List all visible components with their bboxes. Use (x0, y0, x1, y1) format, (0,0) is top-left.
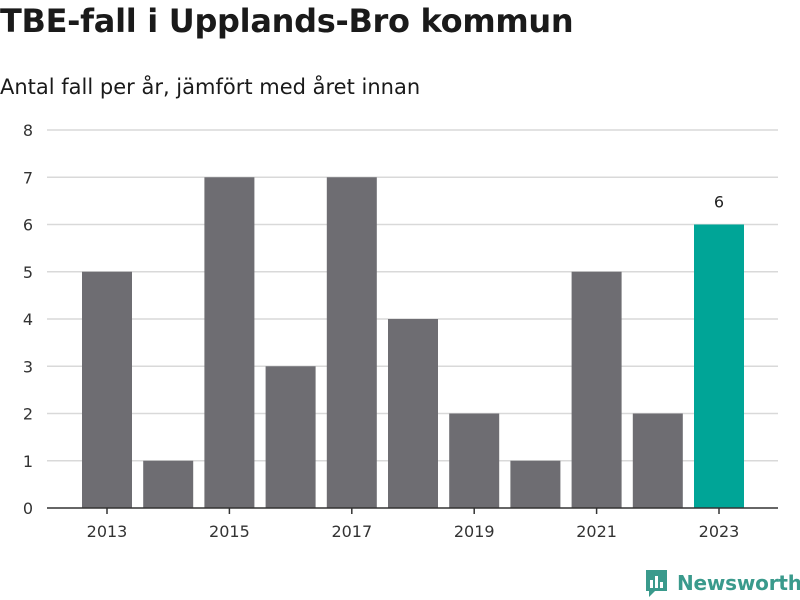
newsworthy-logo: Newsworthy (644, 568, 800, 598)
x-tick-label: 2017 (331, 522, 372, 541)
y-tick-label: 0 (23, 499, 33, 518)
y-tick-label: 2 (23, 405, 33, 424)
y-tick-label: 6 (23, 216, 33, 235)
bar-2018 (388, 319, 438, 508)
x-tick-label: 2021 (576, 522, 617, 541)
chart-title: TBE-fall i Upplands-Bro kommun (0, 2, 574, 40)
bar-2020 (510, 460, 561, 508)
bar-2015 (204, 177, 255, 508)
x-axis-ticks: 2013 2015 2017 2019 2021 2023 (87, 508, 740, 541)
bar-2022 (632, 413, 683, 508)
y-tick-label: 4 (23, 310, 33, 329)
y-tick-label: 3 (23, 357, 33, 376)
x-tick-label: 2023 (699, 522, 740, 541)
bars (82, 177, 744, 508)
x-tick-label: 2015 (209, 522, 250, 541)
data-label-2023: 6 (714, 193, 724, 212)
bar-2014 (143, 460, 194, 508)
x-tick-label: 2019 (454, 522, 495, 541)
y-tick-label: 1 (23, 452, 33, 471)
bar-2017 (326, 177, 377, 508)
bar-2013 (82, 271, 132, 508)
bar-2016 (265, 366, 316, 508)
y-tick-label: 7 (23, 168, 33, 187)
bar-2021 (571, 271, 622, 508)
newsworthy-logo-icon (646, 570, 667, 597)
x-tick-label: 2013 (87, 522, 128, 541)
newsworthy-logo-text: Newsworthy (677, 571, 800, 595)
y-tick-label: 8 (23, 121, 33, 140)
y-tick-label: 5 (23, 263, 33, 282)
bar-chart: 0 1 2 3 4 5 6 7 8 6 2013 2015 2017 2019 2021 2023 (23, 121, 778, 541)
bar-2023 (694, 224, 744, 508)
chart-subtitle: Antal fall per år, jämfört med året inna… (0, 75, 421, 99)
bar-2019 (449, 413, 500, 508)
y-axis-ticks: 0 1 2 3 4 5 6 7 8 (23, 121, 33, 518)
data-labels: 6 (714, 193, 724, 212)
